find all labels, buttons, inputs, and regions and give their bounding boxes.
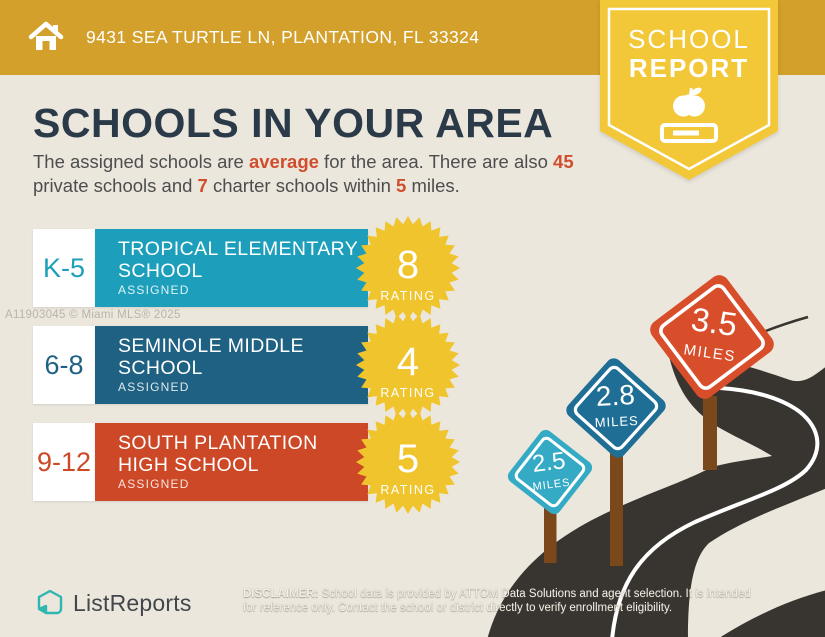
mile-sign-2-8: 2.8 MILES bbox=[566, 358, 666, 458]
mls-watermark: A11903045 © Miami MLS® 2025 bbox=[5, 309, 181, 321]
intro-part2: for the area. There are also bbox=[318, 151, 554, 172]
school-card-elementary: K-5 TROPICAL ELEMENTARY SCHOOL ASSIGNED 8… bbox=[33, 216, 473, 320]
school-card-high: 9-12 SOUTH PLANTATION HIGH SCHOOL ASSIGNE… bbox=[33, 410, 473, 514]
mile-sign-2-5-value: 2.5 bbox=[531, 447, 567, 478]
rating-value: 4 bbox=[397, 340, 419, 384]
school-bar: SOUTH PLANTATION HIGH SCHOOL ASSIGNED bbox=[95, 423, 368, 501]
intro-highlight-average: average bbox=[248, 151, 319, 172]
mile-sign-3-5: 3.5 MILES bbox=[650, 275, 774, 399]
badge-line1: SCHOOL bbox=[628, 24, 750, 54]
school-name: SEMINOLE MIDDLE SCHOOL bbox=[118, 335, 304, 379]
rating-starburst: 4 RATING bbox=[356, 313, 460, 417]
home-icon bbox=[28, 21, 64, 50]
intro-part4: charter schools within bbox=[207, 175, 397, 196]
school-name-line2: HIGH SCHOOL bbox=[118, 454, 259, 476]
school-name-line2: SCHOOL bbox=[118, 357, 203, 379]
mile-sign-2-8-value: 2.8 bbox=[595, 379, 636, 412]
mile-sign-3-5-value: 3.5 bbox=[689, 300, 740, 343]
school-name-line1: SOUTH PLANTATION bbox=[118, 432, 318, 454]
badge-inner-outline bbox=[607, 7, 771, 171]
sign-post-3-5 bbox=[703, 396, 717, 470]
page-title: SCHOOLS IN YOUR AREA bbox=[33, 100, 554, 146]
grade-range: 6-8 bbox=[44, 349, 84, 380]
intro-highlight-charter-count: 7 bbox=[197, 175, 208, 196]
badge-line2: REPORT bbox=[629, 53, 749, 83]
school-bar: SEMINOLE MIDDLE SCHOOL ASSIGNED bbox=[95, 326, 368, 404]
disclaimer-label: DISCLAIMER: bbox=[243, 588, 319, 600]
intro-highlight-private-count: 45 bbox=[553, 151, 574, 172]
school-name-line1: TROPICAL ELEMENTARY bbox=[118, 238, 359, 260]
assigned-label: ASSIGNED bbox=[118, 283, 190, 297]
listreports-logo-icon bbox=[37, 589, 63, 615]
disclaimer-line1: School data is provided by ATTOM Data So… bbox=[318, 588, 751, 600]
school-name: SOUTH PLANTATION HIGH SCHOOL bbox=[118, 432, 318, 476]
school-name-line2: SCHOOL bbox=[118, 260, 203, 282]
rating-starburst: 8 RATING bbox=[356, 216, 460, 320]
assigned-label: ASSIGNED bbox=[118, 380, 190, 394]
road-vanishing-line bbox=[752, 315, 809, 338]
mile-sign-2-8-label: MILES bbox=[594, 413, 639, 430]
disclaimer-text: DISCLAIMER: School data is provided by A… bbox=[243, 588, 753, 615]
intro-part3: private schools and bbox=[33, 175, 198, 196]
listreports-brand: ListReports bbox=[36, 588, 192, 618]
disclaimer-line2: for reference only. Contact the school o… bbox=[243, 601, 673, 614]
starburst-shape bbox=[356, 216, 460, 320]
rating-value: 8 bbox=[397, 243, 419, 287]
intro-part5: miles. bbox=[406, 175, 460, 196]
sign-post-2-5 bbox=[544, 500, 557, 563]
mile-sign-3-5-label: MILES bbox=[683, 341, 737, 365]
school-name: TROPICAL ELEMENTARY SCHOOL bbox=[118, 238, 358, 282]
grade-range-box: 9-12 bbox=[33, 423, 95, 501]
grade-range: 9-12 bbox=[36, 446, 92, 477]
school-card-middle: 6-8 SEMINOLE MIDDLE SCHOOL ASSIGNED 4 RAT… bbox=[33, 313, 473, 417]
rating-label: RATING bbox=[380, 386, 435, 400]
rating-label: RATING bbox=[380, 289, 435, 303]
school-bar: TROPICAL ELEMENTARY SCHOOL ASSIGNED bbox=[95, 229, 368, 307]
mile-sign-2-5-label: MILES bbox=[532, 477, 571, 494]
grade-range: K-5 bbox=[42, 252, 86, 283]
starburst-shape bbox=[356, 313, 460, 417]
rating-starburst: 5 RATING bbox=[356, 410, 460, 514]
property-address: 9431 SEA TURTLE LN, PLANTATION, FL 33324 bbox=[86, 27, 480, 47]
grade-range-box: 6-8 bbox=[33, 326, 95, 404]
school-name-line1: SEMINOLE MIDDLE bbox=[118, 335, 304, 357]
grade-range-box: K-5 bbox=[33, 229, 95, 307]
sign-post-2-8 bbox=[610, 448, 623, 566]
rating-label: RATING bbox=[380, 483, 435, 497]
assigned-label: ASSIGNED bbox=[118, 477, 190, 491]
badge-shape bbox=[600, 0, 778, 180]
intro-text: The assigned schools are average for the… bbox=[33, 150, 598, 198]
starburst-shape bbox=[356, 410, 460, 514]
apple-on-book-icon bbox=[660, 87, 718, 143]
brand-name: ListReports bbox=[73, 589, 192, 616]
mile-sign-2-5: 2.5 MILES bbox=[507, 429, 593, 515]
school-report-badge: SCHOOL REPORT bbox=[600, 0, 778, 180]
rating-value: 5 bbox=[397, 437, 419, 481]
intro-part1: The assigned schools are bbox=[33, 151, 249, 172]
intro-highlight-miles: 5 bbox=[396, 175, 407, 196]
